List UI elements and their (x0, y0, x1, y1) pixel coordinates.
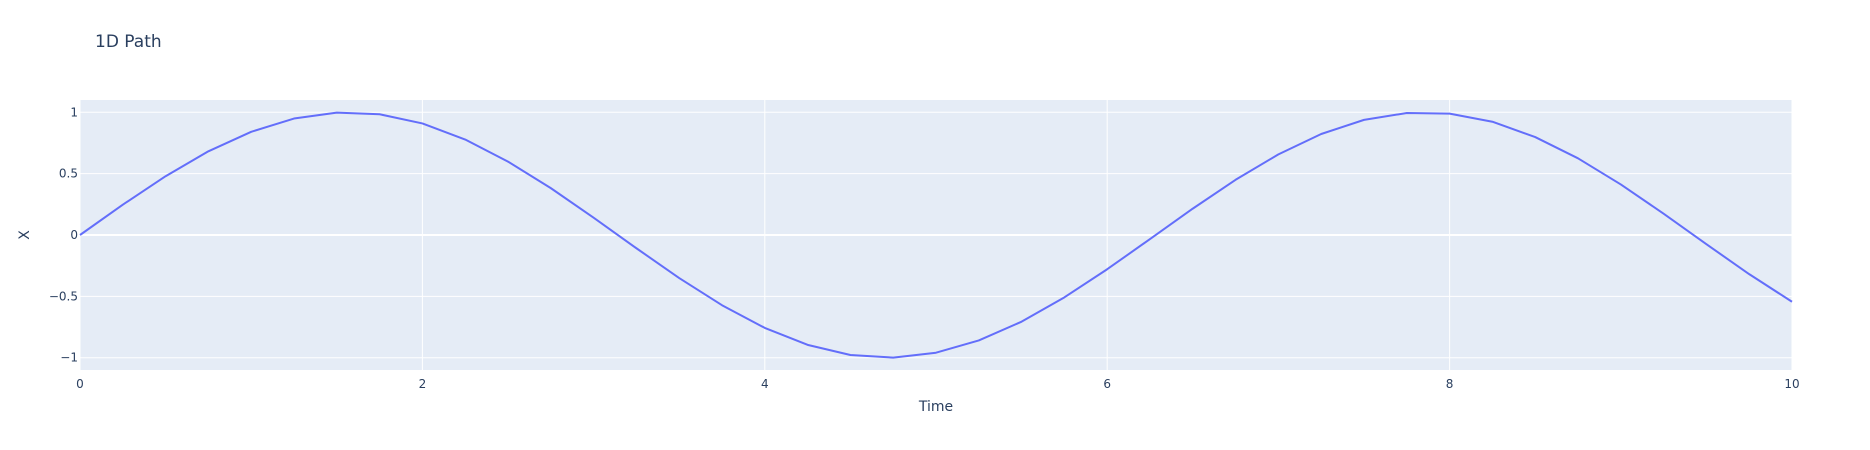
x-tick-label: 0 (76, 377, 84, 391)
x-axis-ticks: 0 2 4 6 8 10 (76, 377, 1799, 391)
x-tick-label: 6 (1103, 377, 1111, 391)
y-tick-label: 0 (70, 228, 78, 242)
y-axis-title: X (17, 230, 33, 240)
x-axis-title: Time (918, 399, 953, 415)
y-axis-ticks: −1 −0.5 0 0.5 1 (49, 105, 78, 364)
y-tick-label: 0.5 (59, 167, 78, 181)
series-line (79, 111, 1793, 359)
series-layer (79, 111, 1793, 359)
x-tick-label: 10 (1784, 377, 1799, 391)
y-tick-label: 1 (70, 105, 78, 119)
y-tick-label: −0.5 (49, 289, 78, 303)
chart-title: 1D Path (95, 32, 162, 52)
x-tick-label: 4 (761, 377, 769, 391)
y-tick-label: −1 (60, 351, 78, 365)
x-tick-label: 2 (419, 377, 427, 391)
x-tick-label: 8 (1446, 377, 1454, 391)
